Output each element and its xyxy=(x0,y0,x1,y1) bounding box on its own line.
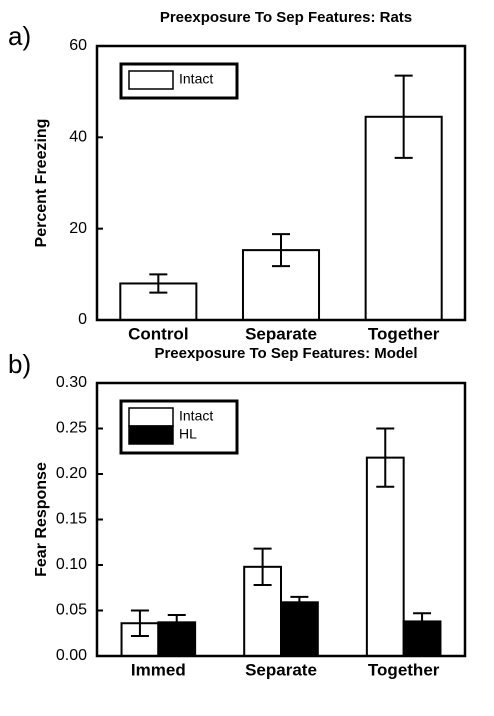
chart-title: Preexposure To Sep Features: Rats xyxy=(160,9,412,26)
x-tick-label: Separate xyxy=(245,660,317,679)
plot-frame xyxy=(95,44,467,322)
error-bar xyxy=(376,427,395,488)
y-axis-label: Percent Freezing xyxy=(33,119,50,248)
x-tick-label: Immed xyxy=(131,660,186,679)
legend-label: Intact xyxy=(179,408,213,424)
y-tick-label: 0.05 xyxy=(56,602,87,619)
y-tick-label: 0.25 xyxy=(56,420,87,437)
y-tick-label: 20 xyxy=(69,220,87,237)
y-tick-label: 0 xyxy=(78,311,87,328)
legend-swatch xyxy=(128,425,174,445)
legend-label: Intact xyxy=(179,71,213,87)
y-axis-label: Fear Response xyxy=(33,462,50,577)
y-tick-label: 60 xyxy=(69,37,87,54)
y-tick-label: 40 xyxy=(69,129,87,146)
error-bar xyxy=(290,595,309,609)
error-bar xyxy=(130,609,149,637)
error-bar xyxy=(394,74,413,159)
x-tick-label: Together xyxy=(368,324,440,343)
bar xyxy=(365,456,405,657)
bar xyxy=(280,601,319,657)
chart-title: Preexposure To Sep Features: Model xyxy=(154,345,417,362)
legend-frame xyxy=(119,62,239,100)
legend-swatch xyxy=(128,70,174,90)
x-tick-label: Together xyxy=(368,660,440,679)
y-tick-label: 0.30 xyxy=(56,374,87,391)
plot-frame xyxy=(95,381,467,658)
y-tick-label: 0.15 xyxy=(56,511,87,528)
error-bar xyxy=(413,612,432,631)
y-tick-label: 0.00 xyxy=(56,647,87,664)
error-bar xyxy=(167,614,186,631)
y-tick-label: 0.20 xyxy=(56,465,87,482)
panel-label: a) xyxy=(8,21,31,51)
legend-swatch xyxy=(128,407,174,427)
error-bar xyxy=(253,547,272,587)
error-bar xyxy=(272,233,290,268)
legend-label: HL xyxy=(179,426,197,442)
x-tick-label: Separate xyxy=(245,324,317,343)
panel-label: b) xyxy=(8,349,31,379)
x-tick-label: Control xyxy=(128,324,188,343)
error-bar xyxy=(149,273,168,294)
y-tick-label: 0.10 xyxy=(56,556,87,573)
